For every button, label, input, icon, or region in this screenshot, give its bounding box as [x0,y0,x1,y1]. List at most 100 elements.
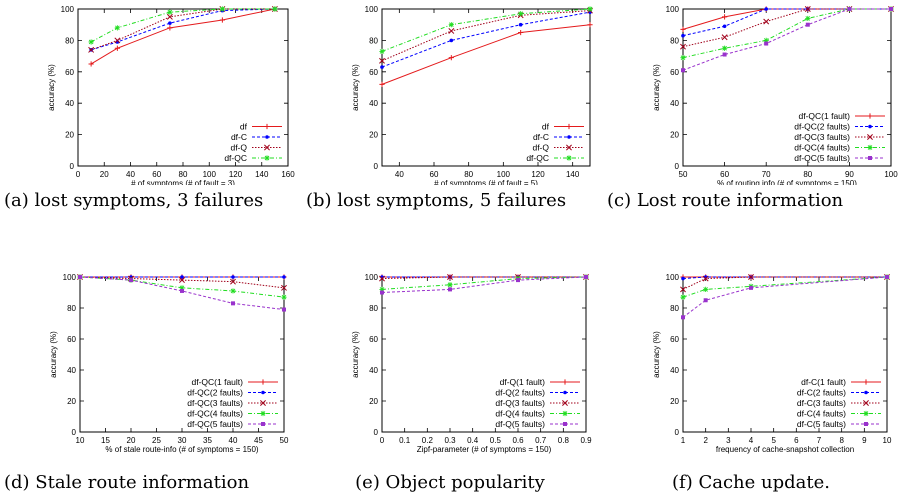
legend-label: df-QC [526,153,549,163]
data-point [681,68,685,73]
series-line [381,24,591,85]
data-point [379,81,385,87]
y-tick-label: 20 [670,131,679,140]
chart-a-plot: 0 20 40 60 80 100 0 20 40 60 80 100 120 140 160 # of sy… [47,5,295,185]
chart-panel-a: 0 20 40 60 80 100 0 20 40 60 80 100 120 140 160 # of sy… [0,0,296,185]
data-point [847,7,852,11]
series-line [682,276,887,290]
series-line [90,8,275,65]
chart-panel-e: 0 20 40 60 80 100 0 0.1 0.2 0.3 0.4 0.5 0.6 0.7 0.8 0.9… [302,262,598,462]
data-point [272,6,278,12]
x-tick-label: 100 [497,170,511,179]
x-tick-label: 0.1 [399,436,411,445]
series-line [682,8,891,59]
y-tick-label: 60 [369,335,378,344]
x-axis-label: % of stale route-info (# of symptoms = 1… [105,445,259,454]
data-point [680,55,686,61]
x-tick-label: 0.8 [558,436,570,445]
chart-panel-c: 0 20 40 60 80 100 50 60 70 80 90 100 % of routing in… [603,0,899,185]
x-tick-label: 60 [152,170,161,179]
x-tick-label: 80 [464,170,473,179]
legend-marker [867,134,873,140]
series-line [682,276,888,298]
x-tick-label: 40 [395,170,404,179]
legend-label: df-QC(5 faults) [794,153,850,163]
caption-b: (b) lost symptoms, 5 failures [306,190,567,211]
x-tick-label: 0.3 [444,436,456,445]
data-point [805,15,811,22]
plot-frame [381,276,587,433]
legend-label: df-QC(2 faults) [794,122,850,132]
data-point [180,275,184,279]
x-tick-label: 80 [803,170,812,179]
x-tick-label: 35 [203,436,212,445]
data-point [167,9,173,15]
series-line [381,11,591,68]
data-point [518,29,524,36]
x-tick-label: 25 [152,436,161,445]
y-axis-label: accuracy (%) [351,331,360,378]
y-tick-label: 60 [670,335,679,344]
data-point [230,278,236,285]
x-tick-label: 120 [531,170,545,179]
legend-marker [260,400,266,406]
x-tick-label: 0.9 [580,436,592,445]
data-point [703,298,708,303]
legend-marker [867,144,873,151]
legend-marker [864,422,868,426]
series-line [79,276,285,311]
y-tick-label: 0 [72,428,77,437]
x-tick-label: 3 [726,436,731,445]
data-point [681,33,685,38]
data-point [681,276,685,281]
caption-e: (e) Object popularity [355,472,545,493]
y-tick-label: 40 [67,366,76,375]
legend-marker [265,135,269,139]
x-tick-label: 0.5 [490,436,502,445]
data-point [114,45,120,51]
legend-marker [566,155,572,161]
data-point [584,275,588,279]
y-tick-label: 0 [675,162,680,171]
x-tick-label: 50 [679,170,688,179]
data-point [447,282,453,288]
data-point [804,6,811,12]
data-point [885,275,889,279]
x-tick-label: 9 [862,436,867,445]
x-tick-label: 10 [883,436,892,445]
chart-e-plot: 0 20 40 60 80 100 0 0.1 0.2 0.3 0.4 0.5 0.6 0.7 0.8 0.9… [351,273,592,454]
series-line [381,276,587,293]
y-tick-label: 20 [369,131,378,140]
x-tick-label: 6 [794,436,799,445]
legend-label: df-QC(5 faults) [187,419,243,429]
data-point [763,18,770,25]
series-line [381,10,591,62]
x-axis-label: frequency of cache-snapshot collection [716,445,854,454]
x-tick-label: 15 [101,436,110,445]
y-tick-label: 0 [675,428,680,437]
legend-marker [868,156,872,160]
y-tick-label: 20 [65,131,74,140]
data-point [179,277,185,284]
y-tick-label: 100 [365,273,379,282]
y-tick-label: 60 [65,68,74,77]
legend-label: df-QC(1 fault) [192,377,244,387]
x-tick-label: 90 [845,170,854,179]
y-tick-label: 100 [63,273,77,282]
legend-label: df-QC [224,153,247,163]
y-tick-label: 100 [666,273,680,282]
chart-panel-f: 0 20 40 60 80 100 1 2 3 4 5 6 7 8 9 10 frequency of cach… [603,262,899,462]
x-tick-label: 100 [884,170,898,179]
legend-label: df-C [231,132,247,142]
data-point [179,285,185,291]
legend-label: df-Q(1 fault) [500,377,546,387]
x-tick-label: 70 [762,170,771,179]
data-point [88,46,95,53]
y-axis-label: accuracy (%) [49,331,58,378]
y-tick-label: 20 [670,397,679,406]
data-point [680,26,686,33]
legend-marker [562,410,568,417]
x-tick-label: 2 [703,436,708,445]
data-point [680,294,686,300]
data-point [516,278,520,283]
